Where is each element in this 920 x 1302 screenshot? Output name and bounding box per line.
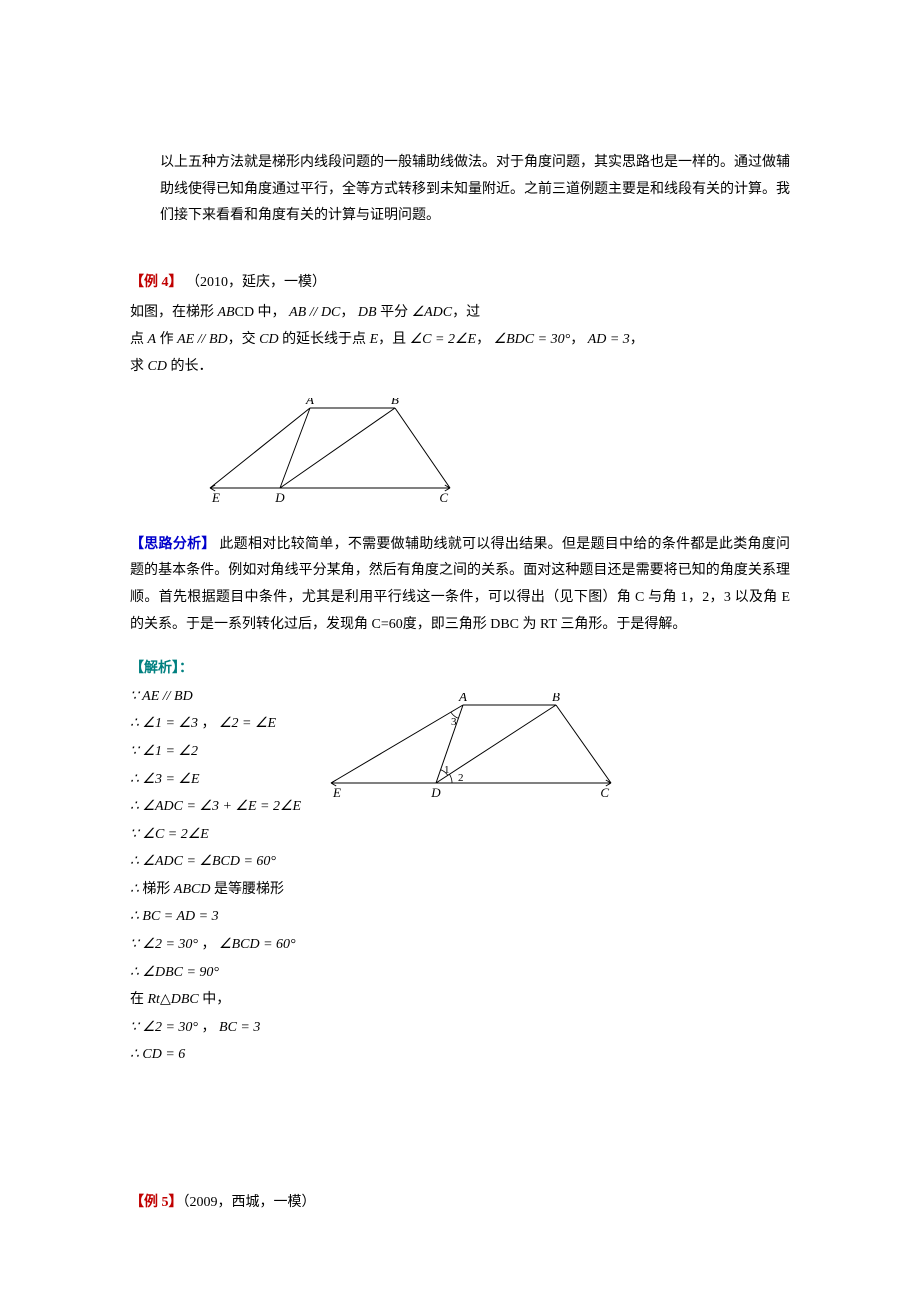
svg-text:D: D — [430, 785, 441, 800]
solution-line: ∵ ∠C = 2∠E — [130, 822, 301, 849]
example-4-label: 【例 4】 — [130, 275, 183, 290]
solution-label: 【解析】： — [130, 661, 193, 676]
problem-statement: 如图，在梯形 ABCD 中， AB // DC， DB 平分 ∠ADC，过 点 … — [130, 300, 790, 380]
svg-text:B: B — [552, 693, 560, 704]
solution-line: ∵ ∠2 = 30° ， BC = 3 — [130, 1015, 301, 1042]
trapezoid-diagram-2: A B E D C 12 3 — [321, 693, 631, 803]
solution-line: 在 Rt△DBC 中， — [130, 987, 301, 1014]
solution-line: ∴ CD = 6 — [130, 1042, 301, 1069]
solution-line: ∵ ∠2 = 30° ， ∠BCD = 60° — [130, 932, 301, 959]
svg-text:A: A — [305, 398, 314, 407]
example-5-source: （2009，西城，一模） — [183, 1195, 316, 1210]
svg-text:E: E — [332, 785, 341, 800]
solution-line: ∵ ∠1 = ∠2 — [130, 739, 301, 766]
solution-line: ∴ ∠DBC = 90° — [130, 960, 301, 987]
intro-paragraph: 以上五种方法就是梯形内线段问题的一般辅助线做法。对于角度问题，其实思路也是一样的… — [160, 150, 790, 230]
solution-line: ∴ ∠ADC = ∠BCD = 60° — [130, 849, 301, 876]
svg-text:B: B — [391, 398, 399, 407]
solution-lines: ∵ AE // BD∴ ∠1 = ∠3 ， ∠2 = ∠E∵ ∠1 = ∠2∴ … — [130, 683, 301, 1070]
analysis-text: 此题相对比较简单，不需要做辅助线就可以得出结果。但是题目中给的条件都是此类角度问… — [130, 537, 790, 632]
diagram-1-container: A B E D C — [200, 398, 790, 514]
svg-text:C: C — [439, 490, 448, 503]
example-4-header: 【例 4】 （2010，延庆，一模） — [130, 270, 790, 297]
svg-text:2: 2 — [458, 772, 464, 784]
diagram-2-container: A B E D C 12 3 — [321, 693, 631, 814]
example-5-label: 【例 5】 — [130, 1195, 183, 1210]
analysis-label: 【思路分析】 — [130, 537, 216, 552]
svg-text:3: 3 — [451, 716, 457, 728]
svg-text:D: D — [274, 490, 285, 503]
solution-line: ∴ ∠3 = ∠E — [130, 767, 301, 794]
problem-line-1: 如图，在梯形 ABCD 中， AB // DC， DB 平分 ∠ADC，过 — [130, 300, 790, 327]
svg-text:1: 1 — [444, 764, 450, 776]
solution-row: ∵ AE // BD∴ ∠1 = ∠3 ， ∠2 = ∠E∵ ∠1 = ∠2∴ … — [130, 683, 790, 1070]
analysis-block: 【思路分析】 此题相对比较简单，不需要做辅助线就可以得出结果。但是题目中给的条件… — [130, 532, 790, 638]
intro-text: 以上五种方法就是梯形内线段问题的一般辅助线做法。对于角度问题，其实思路也是一样的… — [160, 155, 790, 223]
solution-line: ∴ ∠ADC = ∠3 + ∠E = 2∠E — [130, 794, 301, 821]
solution-line: ∴ BC = AD = 3 — [130, 904, 301, 931]
example-5-header: 【例 5】（2009，西城，一模） — [130, 1190, 790, 1217]
example-4-source: （2010，延庆，一模） — [186, 275, 326, 290]
problem-line-3: 求 CD 的长． — [130, 354, 790, 381]
trapezoid-diagram-1: A B E D C — [200, 398, 470, 503]
problem-line-2: 点 A 作 AE // BD，交 CD 的延长线于点 E，且 ∠C = 2∠E，… — [130, 327, 790, 354]
solution-line: ∴ ∠1 = ∠3 ， ∠2 = ∠E — [130, 711, 301, 738]
solution-label-row: 【解析】： — [130, 656, 790, 683]
solution-line: ∵ AE // BD — [130, 684, 301, 711]
svg-text:C: C — [600, 785, 609, 800]
solution-line: ∴ 梯形 ABCD 是等腰梯形 — [130, 877, 301, 904]
svg-text:A: A — [458, 693, 467, 704]
svg-text:E: E — [211, 490, 220, 503]
